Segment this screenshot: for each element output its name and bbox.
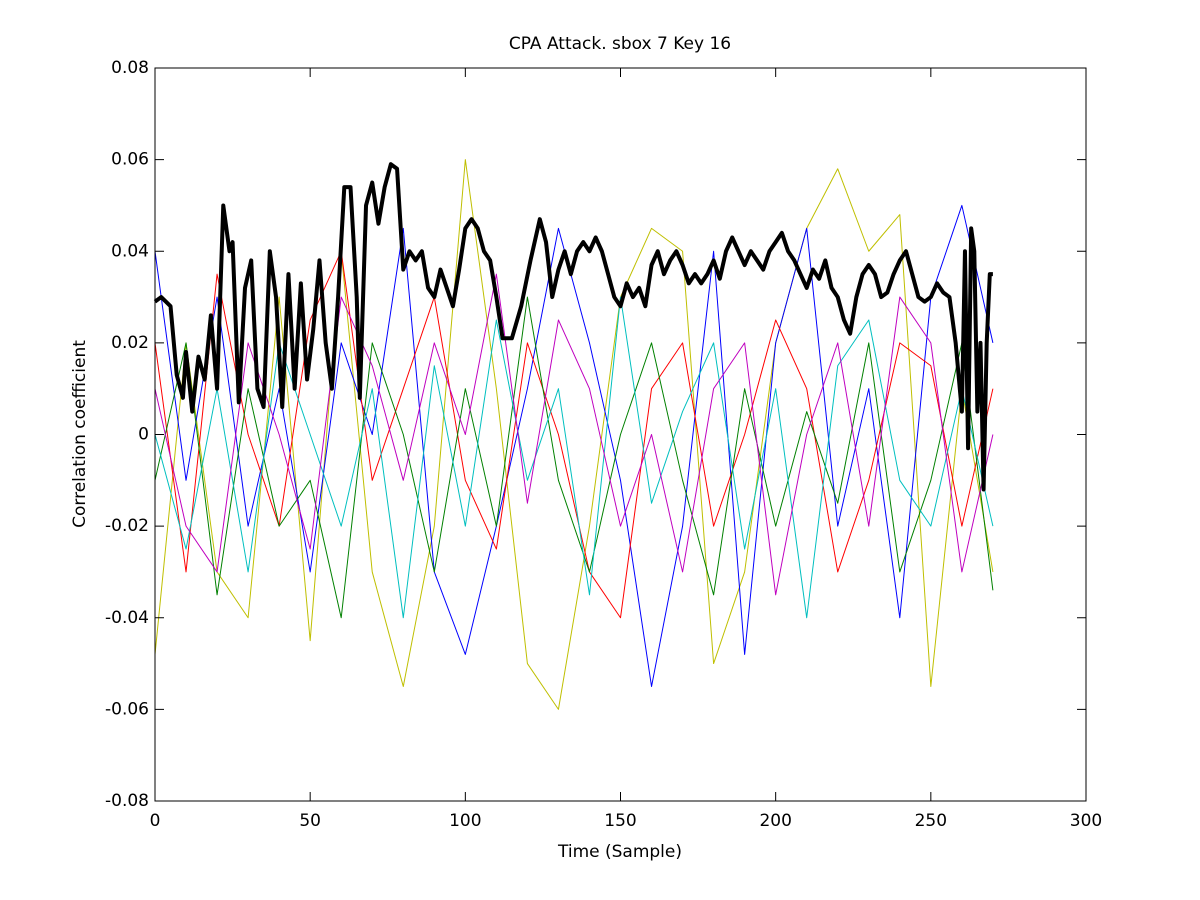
plot-area bbox=[153, 159, 994, 710]
y-tick-label: -0.02 bbox=[105, 516, 149, 536]
series-line bbox=[154, 250, 994, 619]
series-line bbox=[154, 296, 994, 619]
series-line bbox=[154, 159, 994, 710]
y-axis-label: Correlation coefficient bbox=[70, 340, 90, 528]
x-tick-label: 150 bbox=[604, 811, 636, 831]
series-line bbox=[154, 273, 994, 596]
x-tick-label: 200 bbox=[759, 811, 791, 831]
x-tick-label: 50 bbox=[299, 811, 321, 831]
y-tick-label: -0.08 bbox=[105, 791, 149, 811]
chart-title: CPA Attack. sbox 7 Key 16 bbox=[509, 34, 731, 54]
y-tick-label: 0.04 bbox=[111, 241, 149, 261]
x-tick-label: 300 bbox=[1070, 811, 1102, 831]
x-axis-label: Time (Sample) bbox=[557, 842, 682, 862]
x-tick-label: 100 bbox=[449, 811, 481, 831]
series-line bbox=[153, 162, 993, 492]
x-tick-label: 0 bbox=[150, 811, 161, 831]
series-line bbox=[154, 204, 994, 687]
y-tick-label: -0.06 bbox=[105, 699, 149, 719]
y-tick-label: 0.08 bbox=[111, 58, 149, 78]
y-tick-label: -0.04 bbox=[105, 608, 149, 628]
x-tick-label: 250 bbox=[915, 811, 947, 831]
y-tick-label: 0 bbox=[138, 425, 149, 445]
y-tick-label: 0.02 bbox=[111, 333, 149, 353]
y-tick-label: 0.06 bbox=[111, 150, 149, 170]
